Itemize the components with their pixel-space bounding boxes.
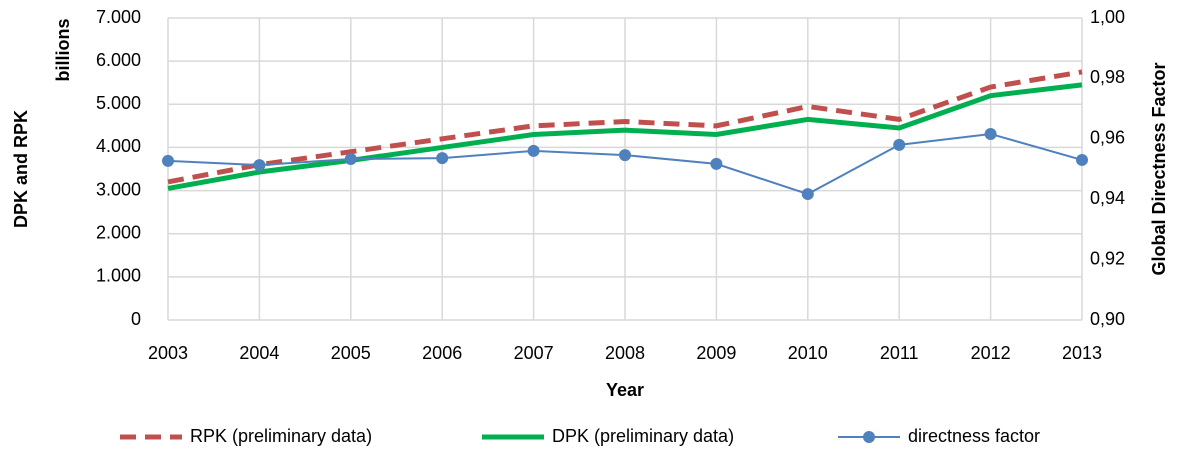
legend-marker	[863, 431, 875, 443]
y2-tick-label: 0,96	[1090, 128, 1125, 148]
y2-tick-label: 0,90	[1090, 309, 1125, 329]
y2-tick-label: 0,94	[1090, 188, 1125, 208]
y-tick-label: 3.000	[96, 179, 141, 199]
y2-tick-label: 1,00	[1090, 7, 1125, 27]
series-line	[167, 82, 1083, 191]
x-axis-title: Year	[606, 380, 644, 400]
x-tick-label: 2011	[880, 343, 919, 363]
point	[162, 154, 174, 167]
x-tick-label: 2008	[605, 343, 645, 363]
y-tick-label: 1.000	[96, 266, 141, 286]
point	[253, 159, 266, 172]
point	[801, 188, 814, 201]
legend-label: DPK (preliminary data)	[552, 426, 734, 446]
x-tick-label: 2005	[331, 343, 371, 363]
y-tick-label: 0	[131, 309, 141, 329]
y-axis-unit: billions	[53, 19, 73, 82]
point	[710, 157, 723, 170]
x-tick-label: 2004	[239, 343, 279, 363]
y-axis-title: DPK and RPK	[11, 110, 31, 228]
y-tick-label: 2.000	[96, 222, 141, 242]
y2-axis-title: Global Directness Factor	[1149, 62, 1169, 275]
x-tick-label: 2003	[148, 343, 188, 363]
x-tick-label: 2009	[696, 343, 736, 363]
x-tick-label: 2012	[971, 343, 1011, 363]
point	[1076, 153, 1088, 166]
legend-item: DPK (preliminary data)	[482, 426, 734, 446]
legend-item: RPK (preliminary data)	[120, 426, 372, 446]
x-tick-label: 2013	[1062, 343, 1102, 363]
legend-label: directness factor	[908, 426, 1040, 446]
point	[527, 144, 540, 157]
x-tick-label: 2007	[514, 343, 554, 363]
series-line	[167, 69, 1083, 185]
point	[893, 138, 906, 151]
y-tick-label: 5.000	[96, 93, 141, 113]
y2-tick-label: 0,98	[1090, 67, 1125, 87]
y2-tick-label: 0,92	[1090, 248, 1125, 268]
point	[344, 153, 357, 166]
legend-item: directness factor	[838, 426, 1040, 446]
y-tick-label: 6.000	[96, 50, 141, 70]
point	[619, 149, 631, 162]
y-tick-label: 4.000	[96, 136, 141, 156]
x-tick-label: 2010	[788, 343, 828, 363]
y-tick-label: 7.000	[96, 7, 141, 27]
point	[984, 127, 997, 140]
point	[436, 152, 449, 165]
x-tick-label: 2006	[422, 343, 462, 363]
legend-label: RPK (preliminary data)	[190, 426, 372, 446]
